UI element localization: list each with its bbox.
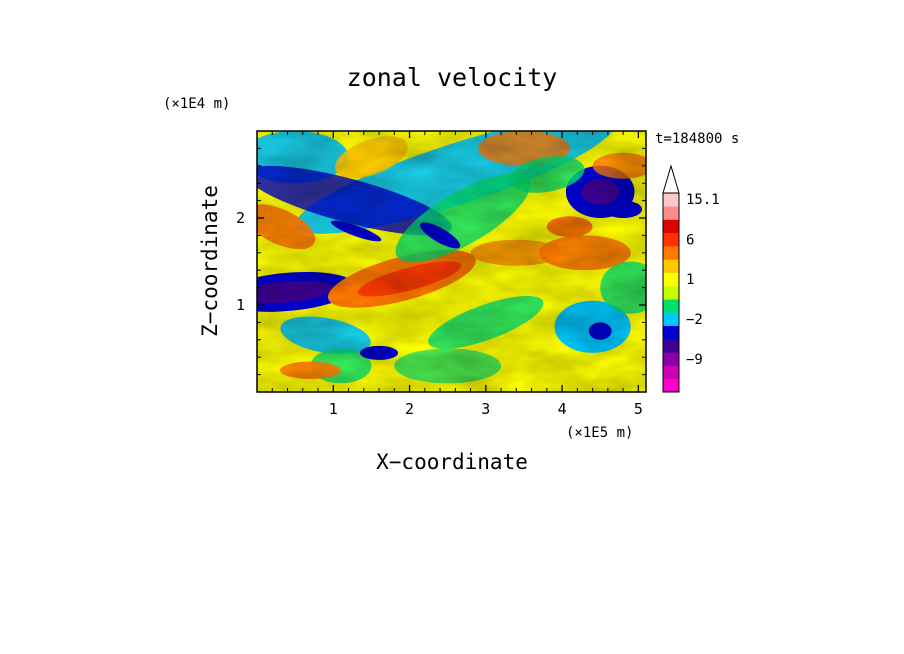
colorbar-label: −2 (686, 312, 703, 328)
x-axis-label: X−coordinate (376, 450, 528, 474)
colorbar-band (663, 325, 679, 340)
y-tick-labels: 12 (236, 209, 245, 314)
x-tick-label: 3 (481, 400, 490, 418)
colorbar-labels: 15.1 6 1 −2 −9 (686, 192, 720, 368)
y-axis-unit: (×1E4 m) (163, 96, 230, 112)
colorbar-label: 15.1 (686, 192, 720, 208)
colorbar-overflow-arrow (662, 164, 680, 194)
colorbar-band (663, 312, 679, 326)
x-tick-label: 4 (558, 400, 567, 418)
colorbar (662, 164, 680, 393)
colorbar-label: 1 (686, 272, 694, 288)
y-tick-label: 1 (236, 296, 245, 314)
x-tick-label: 1 (329, 400, 338, 418)
chart-title: zonal velocity (347, 63, 558, 92)
y-tick-label: 2 (236, 209, 245, 227)
colorbar-label: 6 (686, 232, 694, 248)
colorbar-band (663, 285, 679, 300)
axis-ticks (257, 131, 646, 392)
plot-area (257, 131, 646, 392)
time-label: t=184800 s (655, 131, 739, 147)
plot-frame (256, 130, 647, 393)
colorbar-band (663, 193, 679, 207)
x-axis-unit: (×1E5 m) (566, 425, 633, 441)
colorbar-band (663, 246, 679, 260)
colorbar-band (663, 365, 679, 380)
x-tick-label: 2 (405, 400, 414, 418)
colorbar-band (663, 259, 679, 273)
x-tick-labels: 1 2 3 4 5 (329, 400, 643, 418)
colorbar-band (663, 219, 679, 234)
colorbar-band (663, 338, 679, 353)
y-axis-label: Z−coordinate (198, 185, 222, 337)
colorbar-band (663, 352, 679, 366)
colorbar-band (663, 272, 679, 287)
colorbar-band (663, 378, 679, 393)
colorbar-band (663, 299, 679, 313)
colorbar-frame (662, 192, 680, 393)
colorbar-band (663, 232, 679, 247)
colorbar-band (663, 206, 679, 220)
x-tick-label: 5 (634, 400, 643, 418)
colorbar-label: −9 (686, 352, 703, 368)
